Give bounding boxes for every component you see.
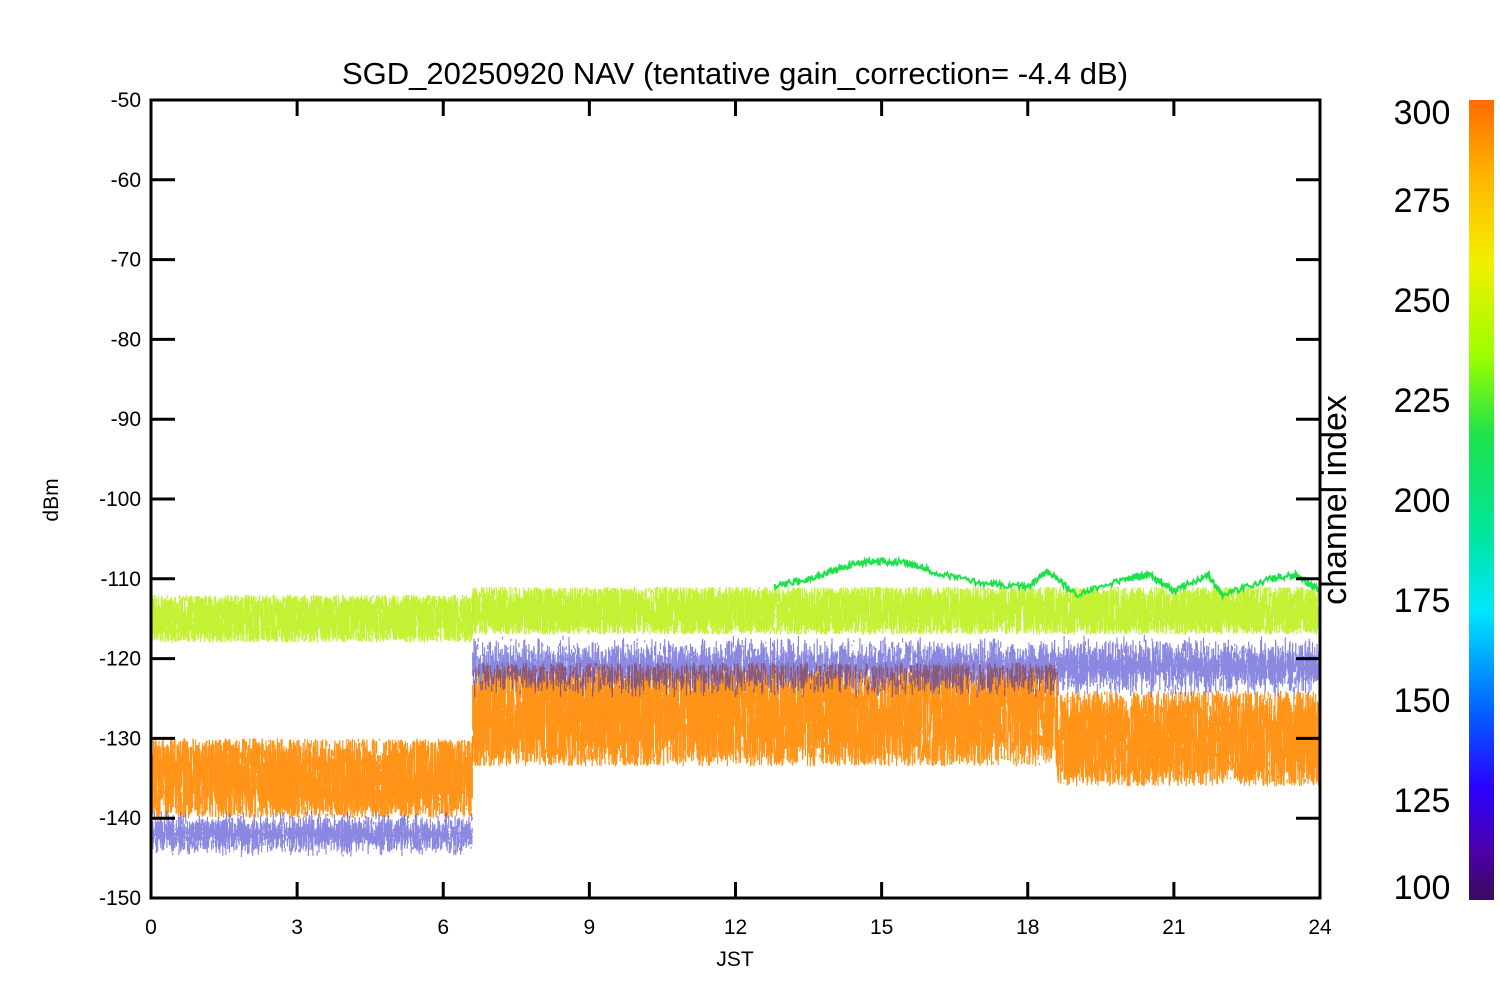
colorbar bbox=[1469, 100, 1494, 900]
y-tick-label: -100 bbox=[99, 488, 141, 511]
y-tick-label: -90 bbox=[111, 408, 141, 431]
colorbar-tick-label: 175 bbox=[1394, 582, 1451, 620]
x-tick-label: 24 bbox=[1308, 916, 1332, 939]
x-tick-label: 18 bbox=[1016, 916, 1039, 939]
y-tick-label: -60 bbox=[111, 169, 141, 192]
colorbar-label: channel index bbox=[1316, 395, 1354, 605]
series-segment bbox=[1056, 690, 1320, 787]
colorbar-tick-label: 300 bbox=[1394, 94, 1451, 132]
colorbar-tick-label: 275 bbox=[1394, 182, 1451, 220]
series-segment bbox=[471, 662, 1058, 767]
y-tick-label: -140 bbox=[99, 807, 141, 830]
x-tick-label: 15 bbox=[870, 916, 893, 939]
x-tick-label: 9 bbox=[584, 916, 596, 939]
chart-title: SGD_20250920 NAV (tentative gain_correct… bbox=[342, 56, 1128, 91]
series-segment bbox=[151, 738, 474, 819]
series-segment bbox=[151, 810, 474, 858]
series-segment bbox=[471, 634, 1320, 698]
series-low-channel-spikes bbox=[151, 634, 1320, 858]
x-tick-label: 3 bbox=[291, 916, 303, 939]
series-upper-band bbox=[151, 586, 1320, 643]
colorbar-tick-label: 250 bbox=[1394, 282, 1451, 320]
x-axis: 0 3 6 9 12 15 18 21 24 bbox=[145, 100, 1332, 939]
y-tick-label: -120 bbox=[99, 648, 141, 671]
series-channel-230-trace bbox=[773, 555, 1320, 602]
y-tick-label: -150 bbox=[99, 887, 141, 910]
x-tick-label: 21 bbox=[1162, 916, 1185, 939]
series-segment bbox=[151, 594, 474, 643]
y-axis: -50 -60 -70 -80 -90 -100 -110 -120 -130 -140 -150 bbox=[99, 89, 1320, 910]
y-tick-label: -50 bbox=[111, 89, 141, 112]
data-layer bbox=[151, 555, 1320, 858]
colorbar-tick-label: 100 bbox=[1394, 869, 1451, 907]
series-main-band bbox=[151, 662, 1320, 819]
x-tick-label: 12 bbox=[724, 916, 747, 939]
colorbar-tick-label: 225 bbox=[1394, 382, 1451, 420]
y-tick-label: -130 bbox=[99, 727, 141, 750]
colorbar-ticks: 300 275 250 225 200 175 150 125 100 bbox=[1394, 94, 1451, 907]
y-axis-label: dBm bbox=[40, 478, 63, 521]
colorbar-tick-label: 200 bbox=[1394, 482, 1451, 520]
colorbar-tick-label: 125 bbox=[1394, 782, 1451, 820]
colorbar-tick-label: 150 bbox=[1394, 682, 1451, 720]
y-tick-label: -80 bbox=[111, 328, 141, 351]
y-tick-label: -70 bbox=[111, 249, 141, 272]
y-tick-label: -110 bbox=[101, 568, 141, 591]
x-tick-label: 6 bbox=[437, 916, 449, 939]
x-tick-label: 0 bbox=[145, 916, 157, 939]
series-segment bbox=[471, 586, 1320, 635]
x-axis-label: JST bbox=[716, 948, 754, 971]
